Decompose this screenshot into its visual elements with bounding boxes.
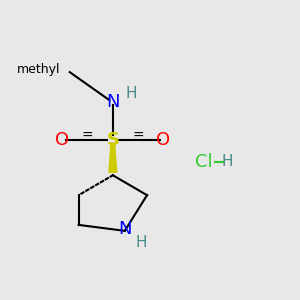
Text: H: H xyxy=(221,154,233,169)
Text: S: S xyxy=(106,130,119,148)
Polygon shape xyxy=(109,143,117,172)
Text: =: = xyxy=(132,129,144,143)
Text: H: H xyxy=(126,86,137,101)
Text: N: N xyxy=(118,220,131,238)
Text: methyl: methyl xyxy=(17,63,61,76)
Text: =: = xyxy=(82,129,93,143)
Text: O: O xyxy=(156,130,170,148)
Text: N: N xyxy=(106,93,120,111)
Text: H: H xyxy=(136,235,147,250)
Text: Cl: Cl xyxy=(195,153,212,171)
Text: O: O xyxy=(55,130,69,148)
